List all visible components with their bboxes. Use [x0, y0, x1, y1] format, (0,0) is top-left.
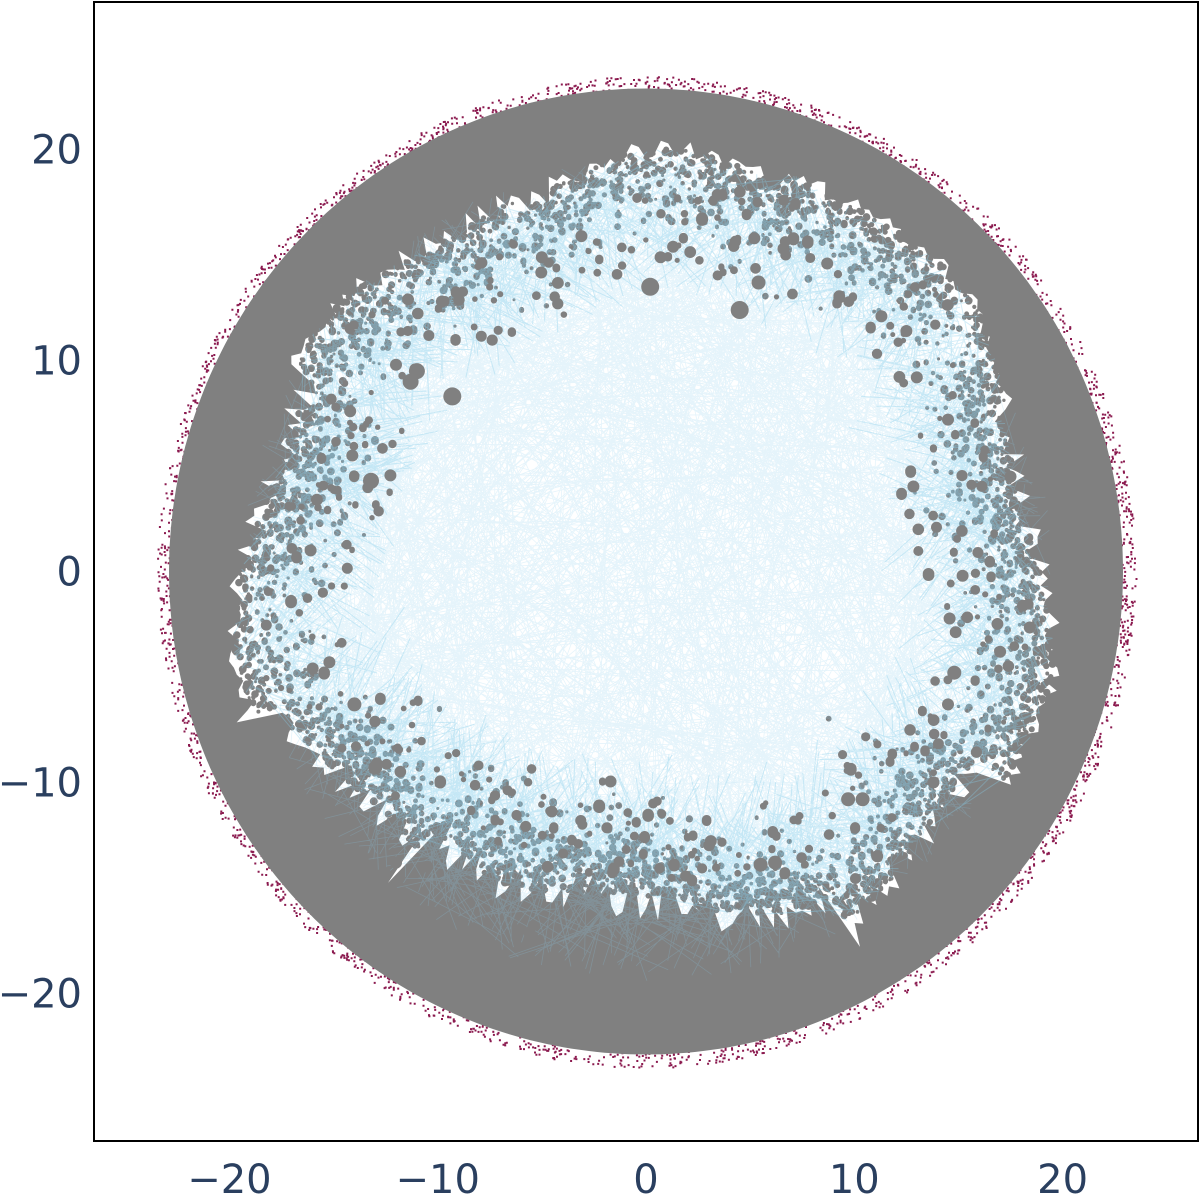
y-tick-label: −20: [0, 971, 82, 1017]
hub-node-14: [956, 569, 969, 582]
hub-node-12: [947, 665, 962, 680]
hub-node-33: [1004, 470, 1017, 483]
hub-node-8: [855, 792, 870, 807]
hub-node-13: [942, 698, 954, 711]
hub-node-26: [875, 310, 888, 323]
x-tick-label: 0: [633, 1157, 658, 1200]
hub-node-40: [306, 662, 319, 675]
hub-node-36: [871, 850, 884, 863]
y-tick-label: 10: [31, 339, 82, 385]
hub-node-19: [667, 240, 680, 253]
hub-node-9: [768, 855, 783, 870]
hub-node-layer: [304, 230, 1017, 939]
hub-node-30: [310, 493, 323, 506]
y-tick-label: 20: [31, 128, 82, 174]
hub-node-15: [347, 697, 362, 712]
hub-node-32: [900, 325, 913, 337]
hub-node-41: [304, 544, 317, 557]
y-axis-ticks: −20 −10 0 10 20: [0, 128, 82, 1018]
hub-node-23: [748, 232, 761, 245]
hub-node-0: [641, 277, 660, 296]
hub-node-31: [942, 413, 954, 426]
hub-node-35: [927, 776, 940, 789]
local-edges: [233, 149, 1053, 921]
hub-node-3: [363, 472, 379, 489]
x-tick-label: −20: [187, 1157, 271, 1200]
hub-node-1: [730, 301, 749, 319]
plot-frame: [93, 1, 1199, 1142]
hub-node-21: [535, 251, 548, 264]
hub-node-39: [523, 926, 536, 939]
edge-layer: [233, 149, 1053, 981]
hub-node-25: [821, 257, 834, 270]
hub-node-4: [751, 275, 766, 290]
x-tick-label: −10: [395, 1157, 479, 1200]
hub-node-11: [910, 371, 923, 384]
hub-node-24: [777, 242, 790, 255]
hub-node-34: [994, 645, 1007, 658]
hub-node-17: [323, 656, 336, 669]
hub-node-29: [344, 405, 357, 418]
x-axis-ticks: −20 −10 0 10 20: [187, 1157, 1088, 1200]
x-tick-label: 20: [1037, 1157, 1088, 1200]
hub-node-7: [841, 792, 856, 807]
hub-node-10: [753, 857, 768, 872]
hub-node-27: [390, 358, 402, 371]
hub-node-6: [402, 373, 419, 390]
hub-node-2: [443, 387, 462, 406]
hub-node-28: [346, 449, 359, 462]
hub-node-16: [368, 760, 383, 775]
edge-bundle: [242, 162, 1051, 981]
y-tick-label: −10: [0, 760, 82, 806]
hub-node-20: [654, 251, 667, 264]
hub-node-37: [390, 856, 402, 869]
hub-node-22: [575, 230, 588, 243]
y-tick-label: 0: [57, 550, 82, 596]
hub-node-38: [421, 860, 434, 873]
hub-node-18: [435, 295, 448, 308]
x-tick-label: 10: [829, 1157, 880, 1200]
